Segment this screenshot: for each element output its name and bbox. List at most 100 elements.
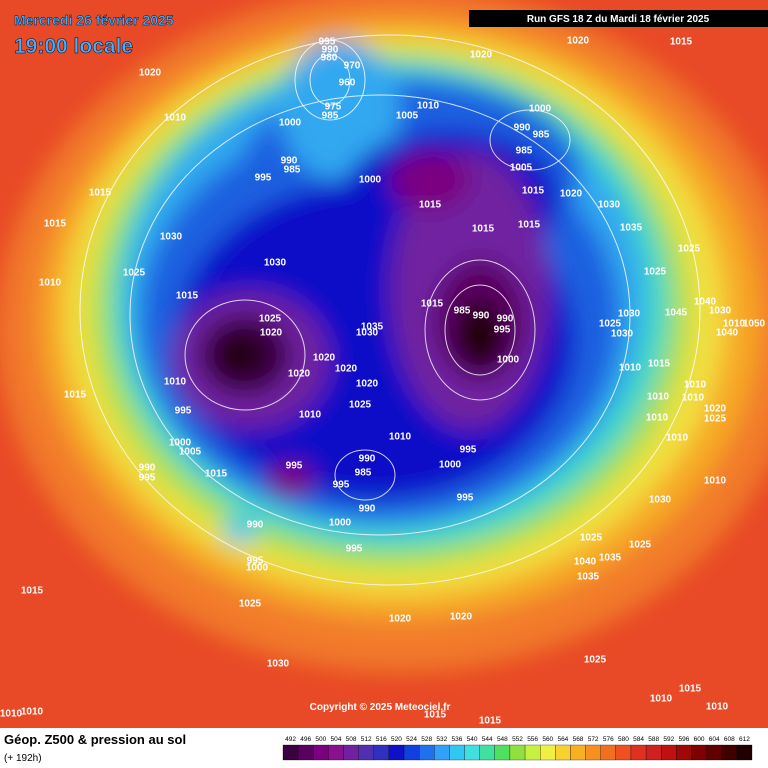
isobar-label: 1015 (421, 299, 444, 310)
isobar-label: 1040 (694, 297, 717, 308)
isobar-label: 975 (325, 102, 342, 113)
isobar-label: 1020 (139, 68, 162, 79)
isobar-label: 1020 (470, 50, 493, 61)
isobar-label: 1000 (529, 104, 552, 115)
colorbar-label: 524 (406, 736, 417, 743)
colorbar-label: 504 (331, 736, 342, 743)
isobar-label: 1015 (479, 716, 502, 727)
isobar-label: 995 (460, 445, 477, 456)
isobar-label: 1000 (279, 118, 302, 129)
isobar-label: 995 (319, 37, 336, 48)
colorbar-cell (449, 744, 465, 761)
isobar-label: 985 (322, 111, 339, 122)
isobar-label: 1035 (361, 322, 384, 333)
colorbar-label: 536 (452, 736, 463, 743)
colorbar-label: 552 (512, 736, 523, 743)
isobar-label: 985 (454, 306, 471, 317)
isobar-label: 1020 (450, 612, 473, 623)
isobar-label: 1015 (670, 37, 693, 48)
isobar-label: 1040 (716, 328, 739, 339)
colorbar-cell (645, 744, 662, 761)
isobar-label: 995 (494, 325, 511, 336)
isobar-label: 1005 (396, 111, 419, 122)
isobar-label: 1025 (629, 540, 652, 551)
colorbar-cell (464, 744, 480, 761)
colorbar-cell (388, 744, 405, 761)
isobar-label: 960 (339, 78, 356, 89)
colorbar-label: 544 (482, 736, 493, 743)
colorbar-label: 608 (724, 736, 735, 743)
isobar-label: 990 (514, 123, 531, 134)
forecast-lead: (+ 192h) (4, 753, 42, 764)
colorbar-label: 612 (739, 736, 750, 743)
colorbar-label: 556 (527, 736, 538, 743)
isobar-label: 995 (286, 461, 303, 472)
isobar-label: 1010 (650, 694, 673, 705)
isobar-label: 1025 (678, 244, 701, 255)
isobar-label: 1035 (620, 223, 643, 234)
isobar-label: 1000 (359, 175, 382, 186)
colorbar-label: 500 (315, 736, 326, 743)
colorbar-cell (509, 744, 526, 761)
colorbar-cell (691, 744, 707, 761)
colorbar-cell (479, 744, 495, 761)
isobar-label: 1000 (439, 460, 462, 471)
isobar-label: 1030 (264, 258, 287, 269)
colorbar-label: 600 (694, 736, 705, 743)
isobar-label: 1020 (389, 614, 412, 625)
colorbar-cell (419, 744, 435, 761)
colorbar-cell (434, 744, 450, 761)
isobar-label: 1030 (598, 200, 621, 211)
isobar-label: 1030 (160, 232, 183, 243)
isobar-label: 1015 (176, 291, 199, 302)
isobar-label: 1000 (169, 438, 192, 449)
isobar-label: 1010 (417, 101, 440, 112)
isobar-label: 1010 (682, 393, 705, 404)
isobars (79, 34, 701, 586)
isobar-label: 1025 (704, 414, 727, 425)
valid-time: 19:00 locale (14, 35, 133, 58)
isobar-label: 1030 (611, 329, 634, 340)
colorbar-label: 584 (633, 736, 644, 743)
colorbar-cell (661, 744, 677, 761)
isobar-label: 1015 (522, 186, 545, 197)
isobar-label: 1010 (21, 707, 44, 718)
colorbar-cell (600, 744, 616, 761)
isobar-label: 1010 (39, 278, 62, 289)
colorbar-label: 508 (346, 736, 357, 743)
colorbar-label: 516 (376, 736, 387, 743)
run-box (469, 10, 768, 27)
isobar-label: 985 (516, 146, 533, 157)
isobar-label: 980 (321, 53, 338, 64)
isobar-label: 1020 (288, 369, 311, 380)
isobar-label: 995 (247, 556, 264, 567)
colorbar-label: 520 (391, 736, 402, 743)
isobar-label: 1010 (0, 709, 23, 720)
isobar-label: 1005 (510, 163, 533, 174)
isobar-label: 1030 (649, 495, 672, 506)
isobar-label: 1025 (259, 314, 282, 325)
isobar-label: 1025 (580, 533, 603, 544)
colorbar-label: 560 (542, 736, 553, 743)
isobar-label: 1015 (64, 390, 87, 401)
isobar-label: 1005 (179, 447, 202, 458)
isobar-label: 1050 (743, 319, 766, 330)
colorbar-cell (524, 744, 541, 761)
colorbar-label: 528 (421, 736, 432, 743)
isobar-label: 1000 (497, 355, 520, 366)
isobar-label: 1010 (704, 476, 727, 487)
isobar-label: 990 (247, 520, 264, 531)
colorbar-cell (297, 744, 314, 761)
colorbar-cell (630, 744, 647, 761)
colorbar-label: 540 (467, 736, 478, 743)
isobar-label: 1015 (424, 710, 447, 721)
isobar-label: 1025 (599, 319, 622, 330)
colorbar-label: 568 (573, 736, 584, 743)
isobar-label: 1010 (164, 377, 187, 388)
isobar-label: 1015 (21, 586, 44, 597)
colorbar-cell (328, 744, 344, 761)
isobar-label: 995 (333, 480, 350, 491)
